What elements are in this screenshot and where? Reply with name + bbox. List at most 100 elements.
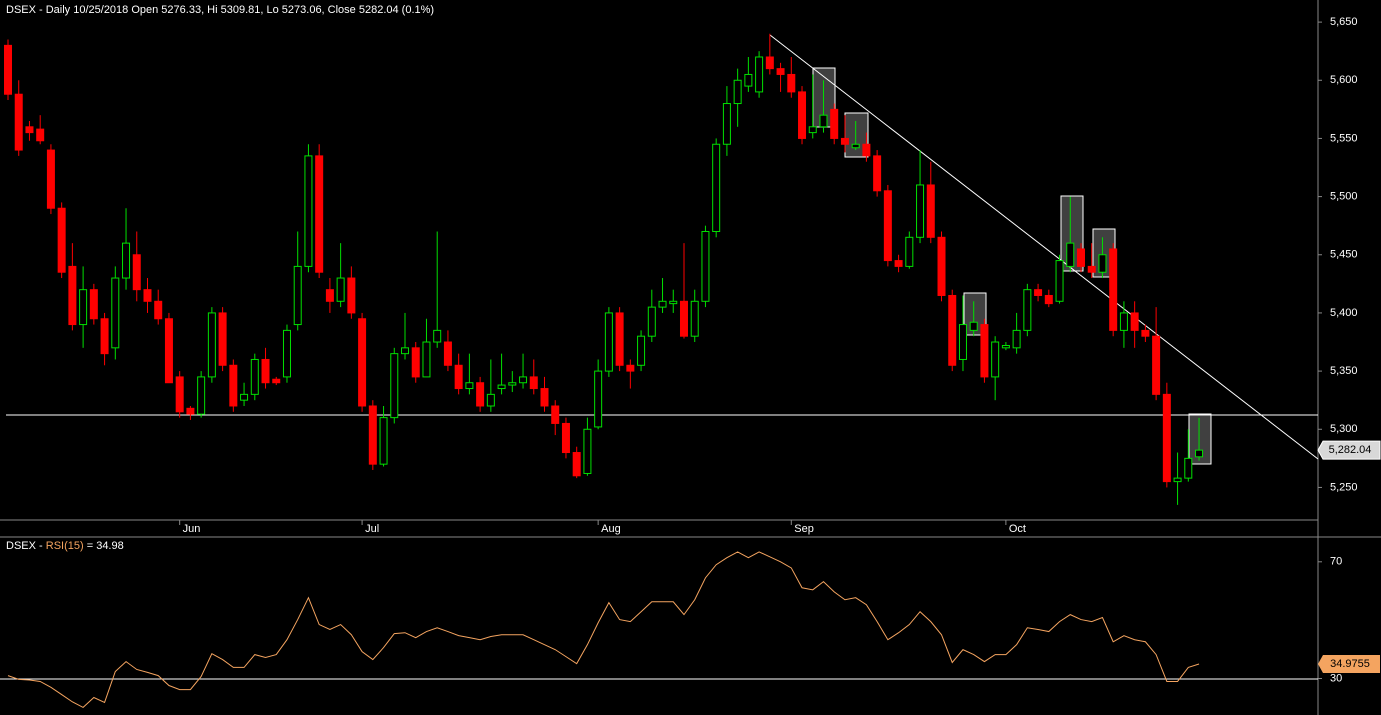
- candle-body-up: [1195, 449, 1204, 458]
- y-tick-label: 5,300: [1330, 423, 1358, 435]
- candle-body-down: [830, 108, 839, 139]
- candle-body-down: [1162, 393, 1171, 483]
- candle-body-up: [594, 370, 603, 428]
- candle-body-down: [1087, 265, 1096, 273]
- candle-body-down: [862, 143, 871, 157]
- last-price-label: 5,282.04: [1329, 444, 1372, 456]
- candle-body-up: [1023, 289, 1032, 331]
- candle-body-down: [883, 190, 892, 262]
- candle-body-down: [261, 358, 270, 384]
- candle-body-down: [229, 364, 238, 407]
- candle-body-up: [701, 230, 710, 302]
- candle-body-down: [89, 289, 98, 320]
- y-tick-label: 5,550: [1330, 132, 1358, 144]
- last-rsi-label: 34.9755: [1330, 658, 1370, 670]
- candle-body-up: [1001, 345, 1010, 349]
- y-tick-label: 5,450: [1330, 249, 1358, 261]
- candle-body-up: [958, 324, 967, 360]
- candle-body-down: [1152, 335, 1161, 395]
- candle-body-down: [14, 93, 23, 151]
- candle-body-down: [443, 341, 452, 366]
- candle-body-up: [637, 335, 646, 366]
- candle-body-down: [57, 207, 66, 273]
- candle-body-down: [679, 300, 688, 337]
- candle-body-down: [551, 405, 560, 424]
- rsi-indicator: RSI(15): [46, 540, 84, 552]
- candle-body-down: [572, 452, 581, 477]
- candle-body-down: [798, 91, 807, 139]
- candle-body-up: [690, 300, 699, 337]
- candle-body-down: [1034, 289, 1043, 296]
- candle-body-up: [851, 143, 860, 149]
- candle-body-up: [79, 289, 88, 326]
- candle-body-up: [1012, 329, 1021, 349]
- candle-body-down: [411, 347, 420, 378]
- candle-body-up: [1184, 457, 1193, 479]
- candle-body-down: [218, 312, 227, 366]
- candle-body-up: [508, 382, 517, 386]
- candle-body-down: [1109, 248, 1118, 331]
- candle-body-up: [1066, 242, 1075, 267]
- candle-body-down: [540, 388, 549, 407]
- x-tick-label: Jun: [183, 523, 201, 535]
- candle-body-down: [561, 422, 570, 454]
- candle-body-up: [379, 417, 388, 465]
- candle-body-up: [433, 329, 442, 343]
- candle-body-down: [154, 300, 163, 320]
- highlight-box: [1188, 413, 1212, 465]
- candle-body-up: [401, 347, 410, 355]
- candle-body-up: [808, 126, 817, 134]
- candle-body-down: [68, 265, 77, 326]
- candle-body-up: [304, 155, 313, 267]
- candle-body-down: [4, 44, 12, 95]
- candle-body-up: [916, 184, 925, 238]
- candle-body-down: [100, 318, 109, 355]
- candle-body-up: [905, 236, 914, 267]
- y-tick-label: 5,400: [1330, 307, 1358, 319]
- candle-body-up: [465, 382, 474, 390]
- candle-body-up: [744, 73, 753, 87]
- candle-body-down: [1077, 248, 1085, 267]
- candle-body-down: [615, 312, 624, 366]
- candle-body-down: [529, 376, 538, 390]
- candle-body-up: [991, 341, 1000, 378]
- candle-body-up: [336, 277, 345, 302]
- rsi-title: DSEX - RSI(15) = 34.98: [6, 540, 124, 552]
- candle-body-up: [240, 393, 249, 401]
- candle-body-down: [272, 378, 281, 384]
- candle-body-up: [712, 143, 721, 232]
- candle-body-down: [186, 407, 195, 415]
- candle-body-up: [669, 300, 678, 305]
- y-tick-label: 70: [1330, 556, 1342, 568]
- candle-body-up: [207, 312, 216, 378]
- candle-body-up: [390, 353, 399, 419]
- candle-body-up: [819, 114, 828, 128]
- y-tick-label: 30: [1330, 672, 1342, 684]
- candle-body-down: [347, 277, 356, 314]
- candle-body-up: [604, 312, 613, 372]
- candle-body-down: [926, 184, 935, 238]
- candle-body-up: [422, 341, 431, 378]
- rsi-title-value: = 34.98: [87, 540, 124, 552]
- candle-body-up: [722, 103, 731, 145]
- candle-body-down: [175, 376, 184, 413]
- y-tick-label: 5,350: [1330, 365, 1358, 377]
- candle-body-down: [626, 364, 635, 372]
- candle-body-up: [1098, 254, 1107, 273]
- y-tick-label: 5,250: [1330, 481, 1358, 493]
- y-tick-label: 5,650: [1330, 16, 1358, 28]
- candle-body-up: [486, 393, 495, 407]
- candle-body-up: [1173, 477, 1182, 483]
- candle-body-down: [894, 260, 903, 267]
- candle-body-down: [368, 405, 377, 465]
- candle-body-up: [111, 277, 120, 349]
- candle-body-down: [873, 155, 882, 192]
- candle-body-down: [980, 324, 989, 378]
- candle-body-up: [658, 300, 667, 308]
- candle-body-down: [1130, 312, 1139, 331]
- candle-body-down: [46, 149, 55, 209]
- candle-body-down: [476, 382, 485, 407]
- candle-body-up: [1119, 312, 1128, 331]
- candle-body-up: [122, 242, 131, 279]
